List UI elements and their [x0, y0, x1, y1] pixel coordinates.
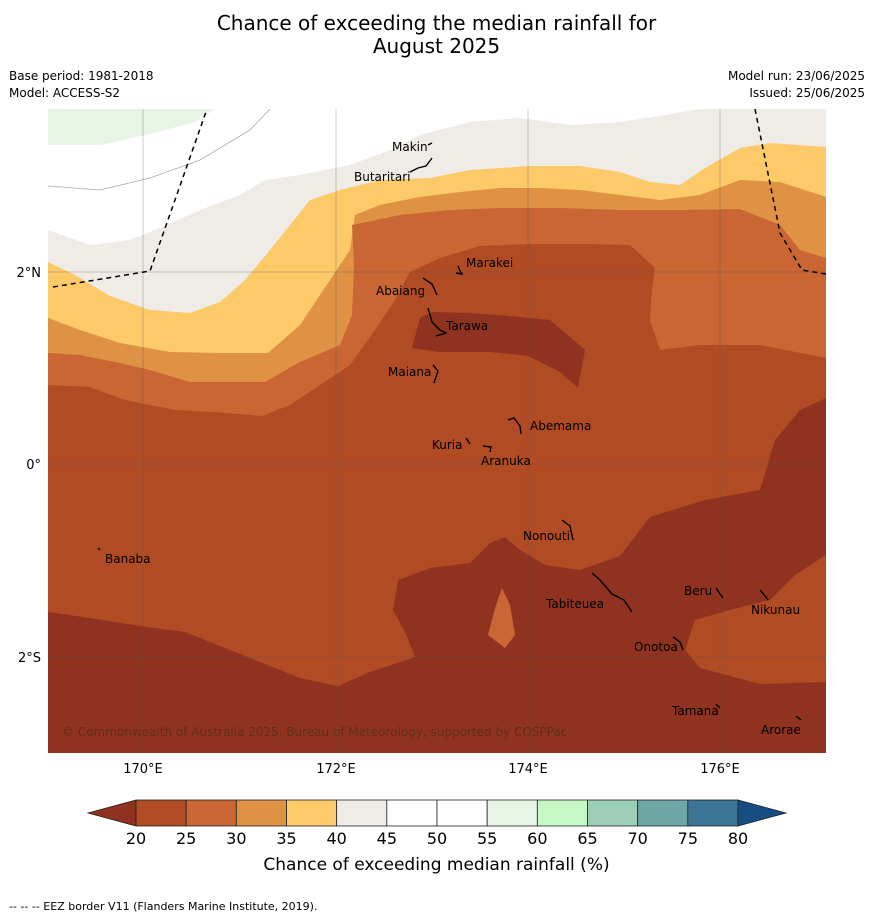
- colorbar-cell: [235, 799, 287, 827]
- axis-labels: 170°E 172°E 174°E 176°E 2°N 0° 2°S: [17, 266, 740, 777]
- colorbar-tick-label: 45: [377, 829, 397, 848]
- colorbar: 20 25 30 35 40 45 50 55 60 65 70 75 80: [86, 799, 788, 848]
- label-nikunau: Nikunau: [751, 603, 800, 617]
- colorbar-tick-label: 55: [477, 829, 497, 848]
- label-arorae: Arorae: [761, 723, 801, 737]
- colorbar-cell: [135, 799, 187, 827]
- colorbar-tick-label: 35: [276, 829, 296, 848]
- label-banaba: Banaba: [105, 552, 151, 566]
- label-beru: Beru: [684, 584, 712, 598]
- island-outlines: [97, 142, 802, 721]
- colorbar-cell: [587, 799, 639, 827]
- map-title: Chance of exceeding the median rainfall …: [0, 12, 873, 58]
- lon-tick-174: 174°E: [508, 762, 548, 777]
- colorbar-cell: [185, 799, 237, 827]
- label-abaiang: Abaiang: [376, 284, 425, 298]
- label-tabiteuea: Tabiteuea: [545, 597, 604, 611]
- colorbar-high-extend: [737, 799, 788, 827]
- copyright-text: © Commonwealth of Australia 2025, Bureau…: [62, 725, 567, 739]
- colorbar-cell: [286, 799, 338, 827]
- rainfall-probability-map: Makin Butaritari Marakei Abaiang Tarawa …: [48, 109, 826, 753]
- model-run: Model run: 23/06/2025: [727, 69, 865, 83]
- colorbar-low-extend: [86, 799, 137, 827]
- colorbar-tick-label: 70: [627, 829, 647, 848]
- lon-tick-176: 176°E: [700, 762, 740, 777]
- label-makin: Makin: [392, 140, 428, 154]
- label-marakei: Marakei: [466, 256, 513, 270]
- eez-footnote: -- -- -- EEZ border V11 (Flanders Marine…: [9, 900, 318, 913]
- lat-tick-2s: 2°S: [18, 651, 41, 666]
- contour-below-20-south: [48, 398, 826, 753]
- colorbar-tick-label: 65: [577, 829, 597, 848]
- colorbar-tick-label: 80: [728, 829, 748, 848]
- contour-20-25-small-patch: [488, 588, 515, 648]
- label-butaritari: Butaritari: [354, 170, 411, 184]
- model-name: Model: ACCESS-S2: [9, 86, 121, 100]
- colorbar-cell: [436, 799, 488, 827]
- colorbar-cell: [536, 799, 588, 827]
- label-onotoa: Onotoa: [634, 640, 678, 654]
- label-nonouti: Nonouti: [523, 529, 570, 543]
- contour-below-20-north: [412, 312, 585, 388]
- colorbar-tick-label: 50: [427, 829, 447, 848]
- colorbar-tick-label: 60: [527, 829, 547, 848]
- colorbar-cell: [336, 799, 388, 827]
- lat-tick-0: 0°: [26, 458, 41, 473]
- lat-tick-2n: 2°N: [17, 266, 42, 281]
- label-tamana: Tamana: [671, 704, 719, 718]
- title-line-1: Chance of exceeding the median rainfall …: [216, 11, 657, 35]
- label-kuria: Kuria: [432, 438, 463, 452]
- island-labels: Makin Butaritari Marakei Abaiang Tarawa …: [105, 140, 801, 737]
- title-line-2: August 2025: [372, 34, 501, 58]
- issued-date: Issued: 25/06/2025: [749, 86, 865, 100]
- label-aranuka: Aranuka: [481, 454, 531, 468]
- label-abemama: Abemama: [530, 419, 591, 433]
- label-tarawa: Tarawa: [445, 319, 488, 333]
- base-period: Base period: 1981-2018: [9, 69, 154, 83]
- colorbar-tick-label: 25: [176, 829, 196, 848]
- label-maiana: Maiana: [388, 365, 431, 379]
- colorbar-cell: [486, 799, 538, 827]
- eez-border: [52, 109, 826, 288]
- colorbar-label: Chance of exceeding median rainfall (%): [263, 855, 610, 875]
- colorbar-tick-label: 75: [678, 829, 698, 848]
- colorbar-cells: [135, 799, 739, 827]
- lon-tick-170: 170°E: [123, 762, 163, 777]
- colorbar-ticks: 20 25 30 35 40 45 50 55 60 65 70 75 80: [126, 829, 748, 848]
- colorbar-tick-label: 20: [126, 829, 146, 848]
- meta-right: Model run: 23/06/2025 Issued: 25/06/2025: [728, 68, 865, 102]
- colorbar-cell: [637, 799, 689, 827]
- meta-left: Base period: 1981-2018 Model: ACCESS-S2: [9, 68, 154, 102]
- contour-55-60: [48, 109, 215, 145]
- gridlines: [48, 109, 826, 753]
- lon-tick-172: 172°E: [316, 762, 356, 777]
- colorbar-tick-label: 40: [326, 829, 346, 848]
- colorbar-cell: [687, 799, 739, 827]
- colorbar-cell: [386, 799, 438, 827]
- colorbar-tick-label: 30: [226, 829, 246, 848]
